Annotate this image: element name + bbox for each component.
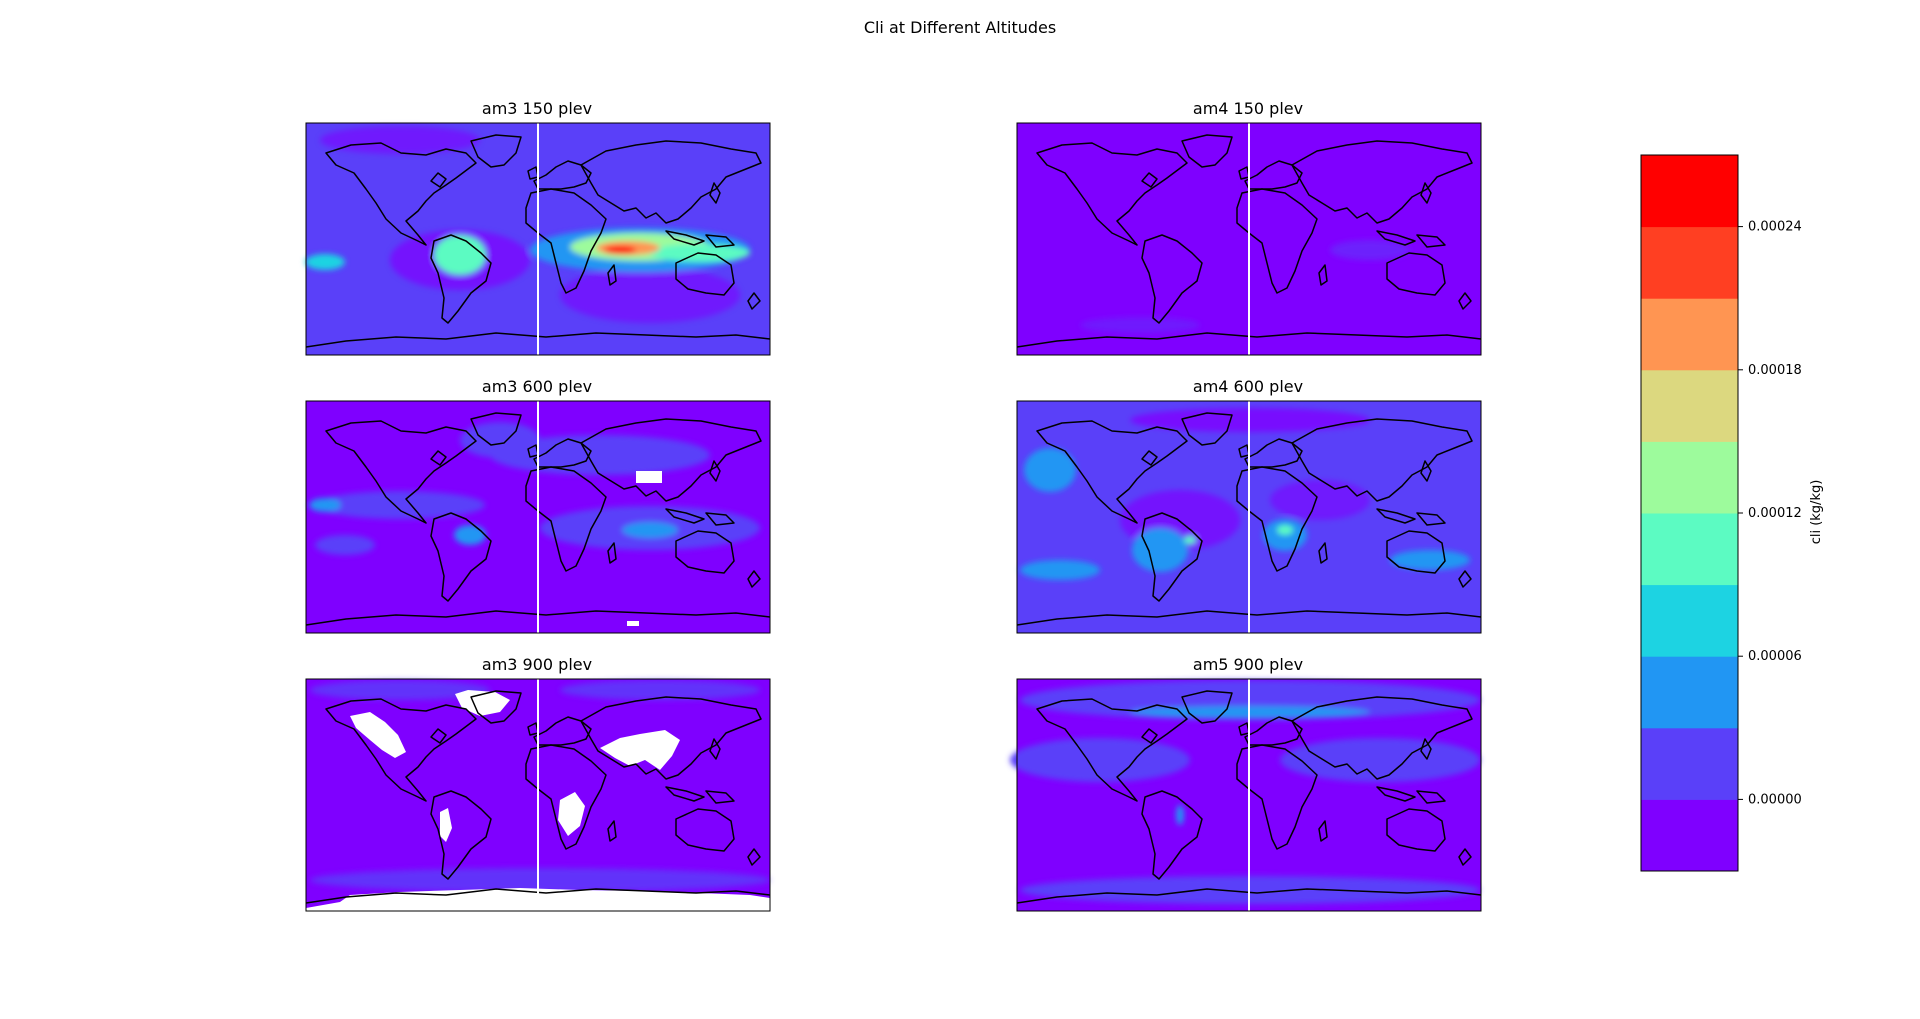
colorbar-segment	[1641, 584, 1738, 657]
panel-title-am3-900: am3 900 plev	[482, 655, 592, 674]
colorbar-segment	[1641, 513, 1738, 586]
colorbar-segment	[1641, 226, 1738, 299]
map-frame	[1016, 400, 1482, 634]
colorbar-tick-label: 0.00024	[1748, 220, 1802, 235]
colorbar-segment	[1641, 298, 1738, 371]
figure-title: Cli at Different Altitudes	[864, 18, 1056, 37]
map-frame	[305, 678, 771, 912]
colorbar: 0.00000 0.00006 0.00012 0.00018 0.00024	[1640, 154, 1802, 872]
panel-title-am3-150: am3 150 plev	[482, 99, 592, 118]
panel-title-am3-600: am3 600 plev	[482, 377, 592, 396]
map-panel-am3-900	[305, 678, 771, 912]
map-frame	[305, 122, 771, 356]
colorbar-segment	[1641, 799, 1738, 872]
missing-data-patch	[636, 471, 662, 483]
map-panel-am4-150	[1016, 122, 1482, 356]
colorbar-tick-label: 0.00012	[1748, 506, 1802, 521]
map-frame	[1016, 678, 1482, 912]
missing-data-patch	[627, 621, 639, 626]
colorbar-segment	[1641, 369, 1738, 442]
map-panel-am3-150	[305, 122, 771, 356]
colorbar-segment	[1641, 656, 1738, 729]
panel-title-am4-150: am4 150 plev	[1193, 99, 1303, 118]
cloud-ice-field	[1080, 240, 1410, 333]
map-panel-am3-600	[305, 400, 771, 634]
map-panel-am4-600	[1016, 400, 1482, 634]
cloud-ice-field	[310, 680, 770, 892]
map-frame	[305, 400, 771, 634]
colorbar-tick-label: 0.00006	[1748, 649, 1802, 664]
colorbar-label: cli (kg/kg)	[1809, 480, 1824, 545]
colorbar-tick-label: 0.00000	[1748, 792, 1802, 807]
panel-title-am4-600: am4 600 plev	[1193, 377, 1303, 396]
colorbar-segment	[1641, 441, 1738, 514]
map-panel-am5-900	[1010, 678, 1482, 912]
map-frame	[1016, 122, 1482, 356]
colorbar-segment	[1641, 727, 1738, 800]
colorbar-tick-label: 0.00018	[1748, 363, 1802, 378]
colorbar-segment	[1641, 155, 1738, 228]
cloud-ice-field	[309, 422, 760, 555]
cloud-ice-field	[1010, 680, 1480, 904]
panel-title-am5-900: am5 900 plev	[1193, 655, 1303, 674]
